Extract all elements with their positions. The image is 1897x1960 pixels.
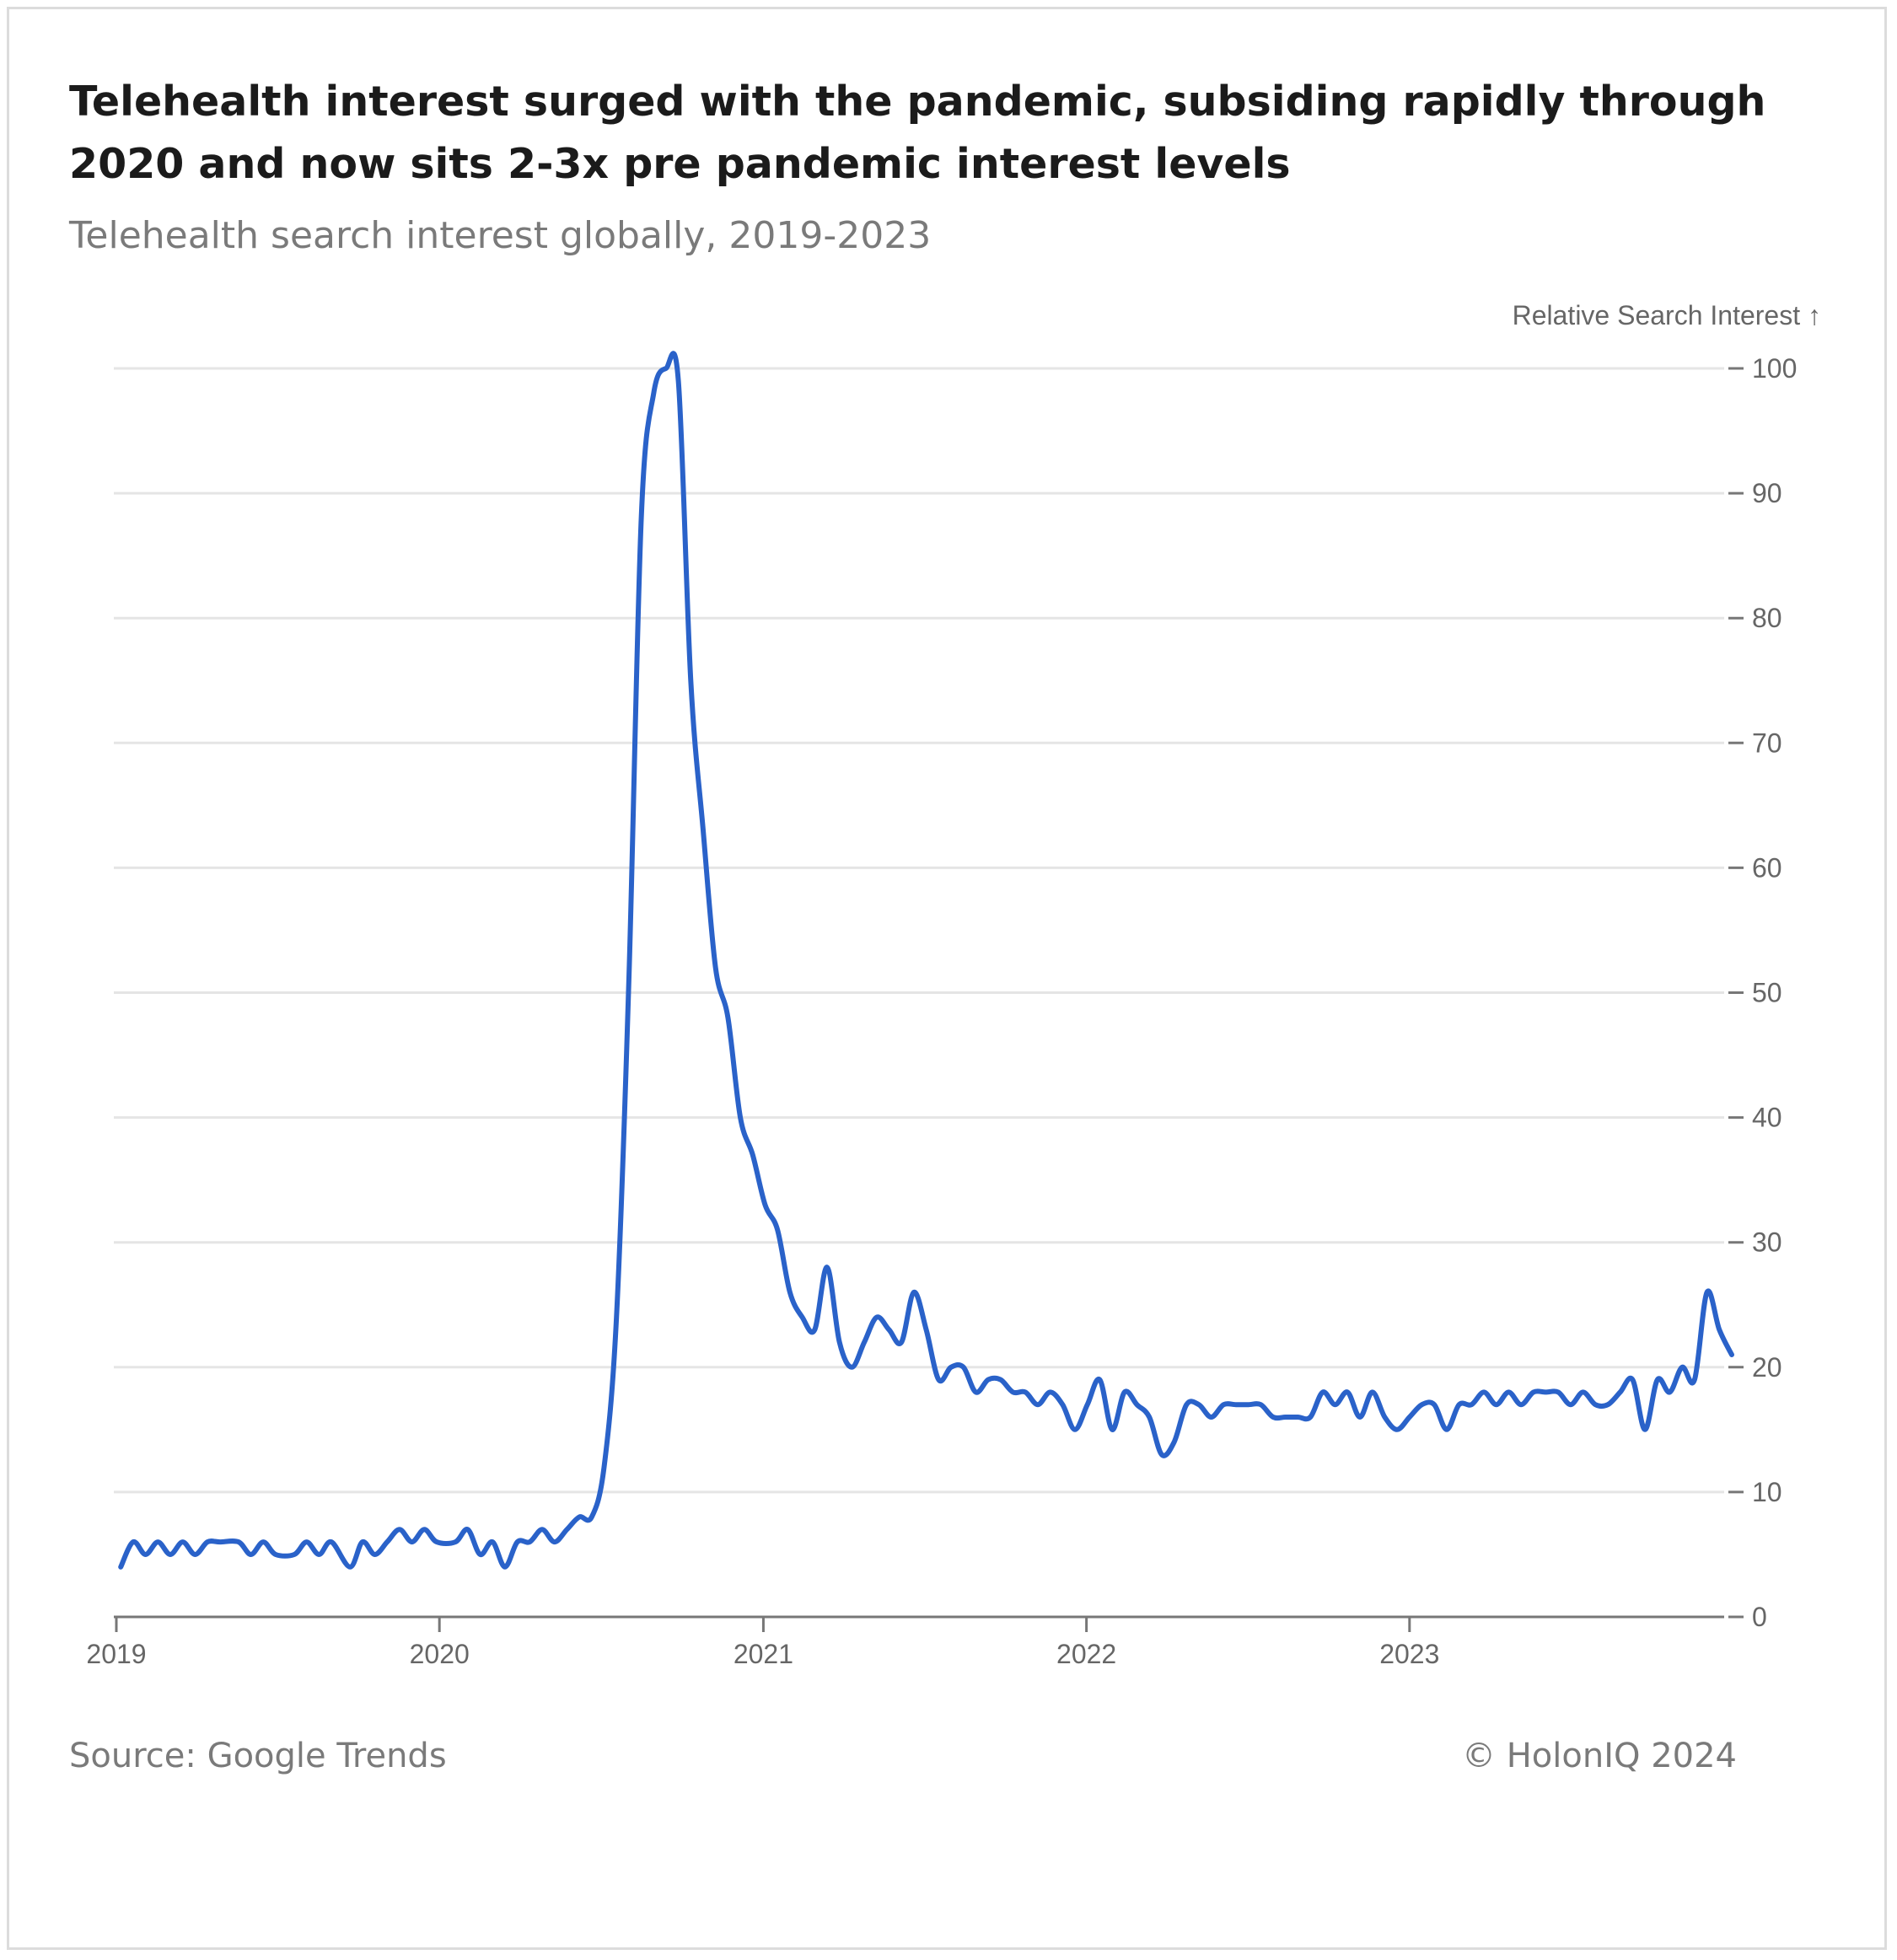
series-line-telehealth — [118, 351, 1734, 1570]
x-tick-label: 2020 — [410, 1639, 470, 1669]
y-tick-label: 90 — [1752, 478, 1782, 508]
x-tick-label: 2021 — [734, 1639, 793, 1669]
y-tick-label: 50 — [1752, 978, 1782, 1008]
y-tick-label: 60 — [1752, 852, 1782, 883]
source-note: Source: Google Trends — [69, 1737, 447, 1775]
y-tick-label: 100 — [1752, 353, 1797, 384]
chart-card — [7, 7, 1887, 1950]
y-tick-label: 0 — [1752, 1602, 1767, 1632]
x-tick-label: 2022 — [1056, 1639, 1116, 1669]
y-tick-label: 10 — [1752, 1477, 1782, 1507]
y-tick-label: 80 — [1752, 603, 1782, 633]
y-axis-title: Relative Search Interest ↑ — [1513, 300, 1821, 330]
x-tick-label: 2019 — [86, 1639, 146, 1669]
y-tick-label: 40 — [1752, 1103, 1782, 1133]
x-tick-label: 2023 — [1379, 1639, 1439, 1669]
y-tick-label: 30 — [1752, 1227, 1782, 1258]
chart-subtitle: Telehealth search interest globally, 201… — [69, 214, 932, 257]
chart-title: Telehealth interest surged with the pand… — [69, 78, 1766, 188]
copyright-note: © HolonIQ 2024 — [1462, 1737, 1737, 1775]
y-tick-label: 70 — [1752, 728, 1782, 758]
y-tick-label: 20 — [1752, 1352, 1782, 1383]
